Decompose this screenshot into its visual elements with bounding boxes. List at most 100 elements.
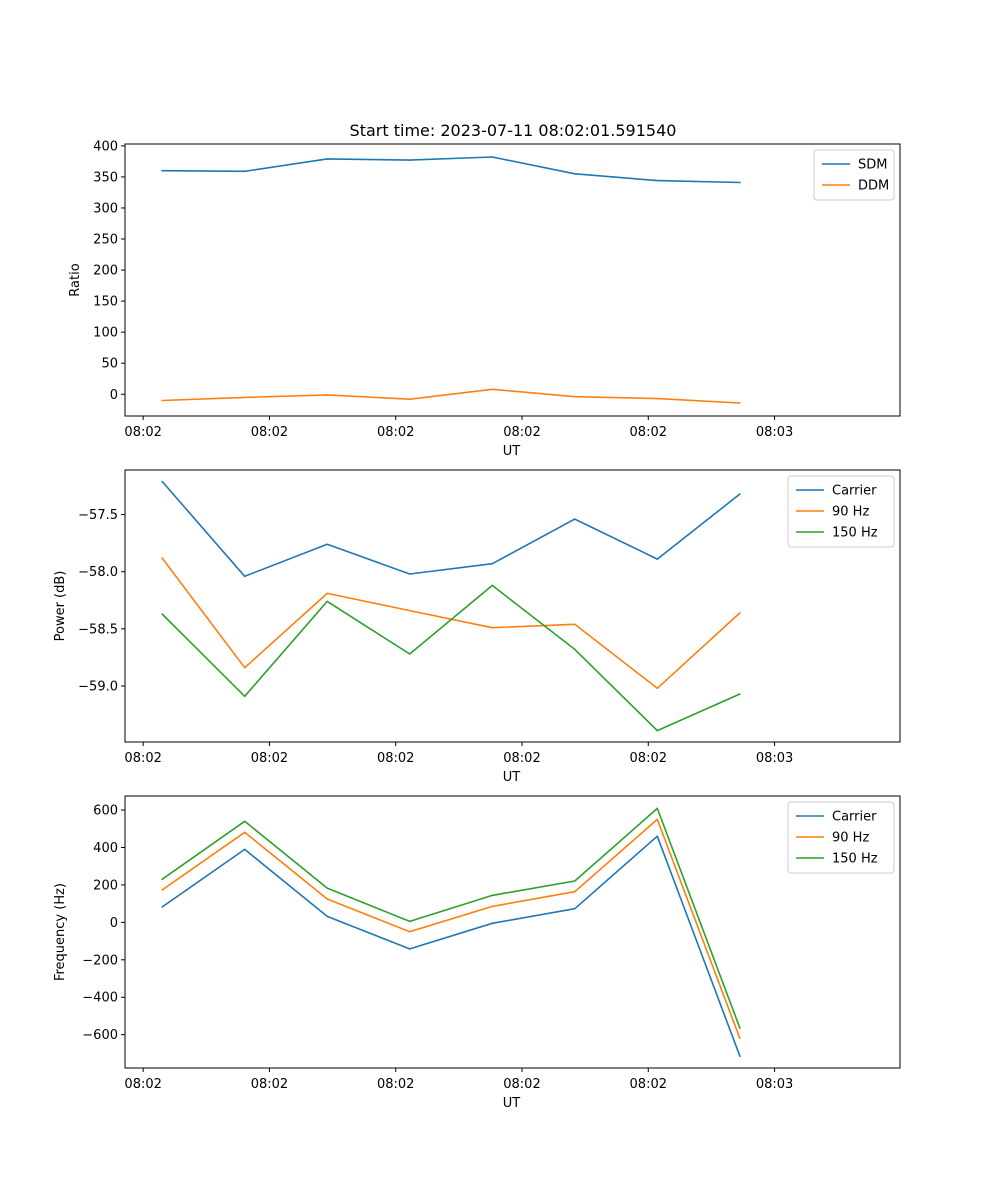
data-point-carrier <box>656 835 659 838</box>
data-point-carrier <box>739 1055 741 1058</box>
x-tick-label: 08:03 <box>756 1077 793 1092</box>
data-point-150-hz <box>574 648 576 651</box>
series-line-carrier <box>161 480 741 578</box>
y-tick-label: 200 <box>93 264 118 279</box>
data-point-ddm <box>739 402 741 404</box>
x-tick-label: 08:02 <box>630 751 667 766</box>
data-point-ddm <box>326 394 329 396</box>
legend-label-150-hz: 150 Hz <box>832 526 878 541</box>
y-tick-label: −200 <box>82 953 118 968</box>
legend-label-90-hz: 90 Hz <box>832 505 869 520</box>
data-point-90-hz <box>656 818 659 821</box>
data-point-90-hz <box>243 666 246 669</box>
y-tick-label: 0 <box>110 916 118 931</box>
y-tick-label: 400 <box>93 139 118 154</box>
data-point-carrier <box>408 948 411 950</box>
data-point-150-hz <box>656 807 659 810</box>
x-axis-label: UT <box>503 1096 521 1111</box>
power-subplot: −59.0 −58.5 −58.0 −57.5 08:02 08:02 08:02 08:02… <box>53 469 901 785</box>
data-point-carrier <box>491 922 494 925</box>
series-line-150-hz <box>161 807 741 1029</box>
axes-frame <box>124 143 901 417</box>
data-point-150-hz <box>243 820 246 823</box>
data-point-150-hz <box>161 613 163 615</box>
y-tick-label: 100 <box>93 326 118 341</box>
data-point-carrier <box>574 907 576 910</box>
data-point-90-hz <box>656 687 659 690</box>
data-point-carrier <box>161 906 163 908</box>
data-point-ddm <box>491 388 494 391</box>
series-line-sdm <box>162 156 740 184</box>
x-tick-label: 08:02 <box>377 1077 414 1092</box>
data-point-90-hz <box>326 898 329 900</box>
data-point-150-hz <box>574 880 576 882</box>
frequency-subplot: −600 −400 −200 0 200 400 600 08:02 08:02 08:02 08:… <box>53 795 901 1111</box>
legend-label-carrier: Carrier <box>832 484 877 499</box>
data-point-150-hz <box>491 584 494 587</box>
x-tick-label: 08:03 <box>756 425 793 440</box>
data-point-150-hz <box>491 894 494 897</box>
y-axis-label: Frequency (Hz) <box>53 883 68 981</box>
data-point-carrier <box>574 518 576 520</box>
y-tick-label: 400 <box>93 841 118 856</box>
data-point-150-hz <box>408 653 411 655</box>
data-point-150-hz <box>739 1027 741 1029</box>
data-point-90-hz <box>408 609 411 612</box>
data-point-90-hz <box>326 592 329 595</box>
series-line-150-hz <box>161 584 741 732</box>
series-line-90-hz <box>161 557 741 690</box>
y-tick-label: −57.5 <box>78 508 118 523</box>
data-point-90-hz <box>574 623 576 626</box>
legend-box <box>813 149 895 201</box>
data-point-carrier <box>161 480 163 483</box>
data-point-carrier <box>491 562 494 565</box>
data-point-sdm <box>739 181 741 184</box>
data-point-sdm <box>491 156 494 158</box>
y-tick-label: −58.5 <box>78 622 118 637</box>
x-axis-label: UT <box>503 444 521 459</box>
legend-label-ddm: DDM <box>858 179 889 194</box>
y-tick-label: 300 <box>93 201 118 216</box>
data-point-90-hz <box>161 557 163 559</box>
legend-label-carrier: Carrier <box>832 810 877 825</box>
data-point-carrier <box>326 915 329 918</box>
x-tick-label: 08:02 <box>251 1077 288 1092</box>
y-tick-label: 250 <box>93 233 118 248</box>
y-tick-label: 350 <box>93 170 118 185</box>
y-tick-label: 600 <box>93 804 118 819</box>
data-point-sdm <box>574 173 576 175</box>
data-point-sdm <box>326 158 329 160</box>
x-axis-label: UT <box>503 770 521 785</box>
data-point-ddm <box>161 399 163 402</box>
y-tick-label: 0 <box>110 388 118 403</box>
data-point-90-hz <box>161 889 163 891</box>
data-point-ddm <box>574 395 576 398</box>
x-tick-label: 08:02 <box>377 425 414 440</box>
y-tick-label: −400 <box>82 991 118 1006</box>
x-tick-label: 08:02 <box>124 1077 161 1092</box>
data-point-carrier <box>326 543 329 546</box>
y-tick-label: −58.0 <box>78 565 118 580</box>
data-point-90-hz <box>739 612 741 614</box>
series-line-90-hz <box>161 818 741 1039</box>
figure-title: Start time: 2023-07-11 08:02:01.591540 <box>350 121 677 140</box>
data-point-90-hz <box>491 626 494 629</box>
legend-box <box>787 801 895 874</box>
data-point-150-hz <box>739 693 741 695</box>
legend-label-150-hz: 150 Hz <box>832 852 878 867</box>
ratio-subplot: 0 50 100 150 200 250 300 350 400 08:02 08:02 08:02 0… <box>68 139 901 459</box>
x-tick-label: 08:02 <box>503 1077 540 1092</box>
data-point-ddm <box>408 398 411 401</box>
data-point-150-hz <box>326 887 329 889</box>
data-point-carrier <box>243 575 246 578</box>
data-point-sdm <box>243 170 246 173</box>
data-point-carrier <box>656 558 659 560</box>
x-tick-label: 08:03 <box>756 751 793 766</box>
x-tick-label: 08:02 <box>503 751 540 766</box>
data-point-ddm <box>243 396 246 399</box>
x-tick-label: 08:02 <box>503 425 540 440</box>
data-point-90-hz <box>574 890 576 893</box>
y-tick-label: 50 <box>101 357 118 372</box>
legend-box <box>787 475 895 548</box>
